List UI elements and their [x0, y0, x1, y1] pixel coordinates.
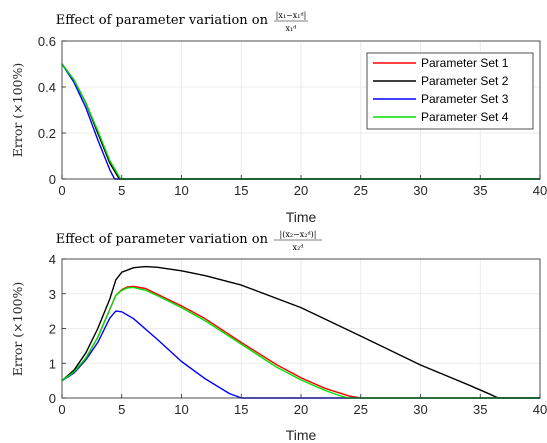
bottom-ytick-label: 0 — [49, 391, 56, 406]
top-xtick-label: 40 — [533, 183, 547, 198]
legend-label-set-4: Parameter Set 4 — [421, 110, 509, 124]
bottom-title-numerator: |(x₂−x₂ᵈ)| — [280, 230, 317, 239]
bottom-xtick-label: 35 — [473, 402, 487, 417]
top-xtick-label: 10 — [174, 183, 188, 198]
legend-item-set-4: Parameter Set 4 — [373, 110, 509, 124]
top-xtick-label: 5 — [118, 183, 125, 198]
bottom-xtick-label: 15 — [234, 402, 248, 417]
bottom-xtick-label: 30 — [413, 402, 427, 417]
legend-item-set-3: Parameter Set 3 — [373, 92, 509, 106]
legend-label-set-1: Parameter Set 1 — [421, 56, 509, 70]
top-title: Effect of parameter variation on — [56, 13, 269, 28]
top-title-denominator: x₁ᵈ — [286, 24, 298, 33]
top-legend: Parameter Set 1 Parameter Set 2 Paramete… — [366, 52, 534, 130]
bottom-xtick-label: 0 — [58, 402, 65, 417]
bottom-series-group — [61, 265, 540, 399]
bottom-xtick-label: 5 — [118, 402, 125, 417]
bottom-xtick-label: 25 — [354, 402, 368, 417]
bottom-xlabel: Time — [286, 427, 317, 443]
legend-label-set-3: Parameter Set 3 — [421, 92, 509, 106]
bottom-ylabel: Error (×100%) — [10, 282, 25, 377]
top-xtick-label: 20 — [294, 183, 308, 198]
top-xtick-label: 30 — [413, 183, 427, 198]
top-ytick-label: 0.2 — [38, 126, 56, 141]
bottom-xtick-label: 40 — [533, 402, 547, 417]
bottom-title: Effect of parameter variation on — [56, 232, 269, 247]
bottom-series-line-set-4 — [61, 286, 540, 399]
top-ytick-label: 0 — [49, 172, 56, 187]
bottom-subplot: 0 5 10 15 20 25 30 35 40 0 1 2 3 4 Effect of paramete… — [10, 230, 547, 443]
top-xtick-label: 35 — [473, 183, 487, 198]
bottom-ticks: 0 5 10 15 20 25 30 35 40 0 1 2 3 4 — [49, 252, 547, 417]
top-xtick-label: 25 — [354, 183, 368, 198]
top-xtick-label: 0 — [58, 183, 65, 198]
top-ylabel: Error (×100%) — [10, 63, 25, 158]
bottom-title-denominator: x₂ᵈ — [293, 243, 305, 252]
bottom-ytick-label: 4 — [49, 252, 56, 267]
bottom-ytick-label: 3 — [49, 287, 56, 302]
bottom-ytick-label: 2 — [49, 322, 56, 337]
bottom-xtick-label: 20 — [294, 402, 308, 417]
legend-item-set-1: Parameter Set 1 — [373, 56, 509, 70]
top-subplot: 0 5 10 15 20 25 30 35 40 0 0.2 0.4 0.6 Effect of par… — [10, 11, 547, 225]
bottom-series-line-set-2 — [61, 265, 540, 399]
bottom-ytick-label: 1 — [49, 356, 56, 371]
bottom-series-line-set-3 — [61, 310, 540, 399]
legend-item-set-2: Parameter Set 2 — [373, 74, 509, 88]
legend-label-set-2: Parameter Set 2 — [421, 74, 509, 88]
top-xtick-label: 15 — [234, 183, 248, 198]
top-ticks: 0 5 10 15 20 25 30 35 40 0 0.2 0.4 0.6 — [38, 34, 547, 198]
bottom-xtick-label: 10 — [174, 402, 188, 417]
top-ytick-label: 0.6 — [38, 34, 56, 49]
top-ytick-label: 0.4 — [38, 80, 56, 95]
top-xlabel: Time — [286, 209, 317, 225]
top-title-numerator: |x₁−x₁ᵈ| — [276, 11, 307, 20]
